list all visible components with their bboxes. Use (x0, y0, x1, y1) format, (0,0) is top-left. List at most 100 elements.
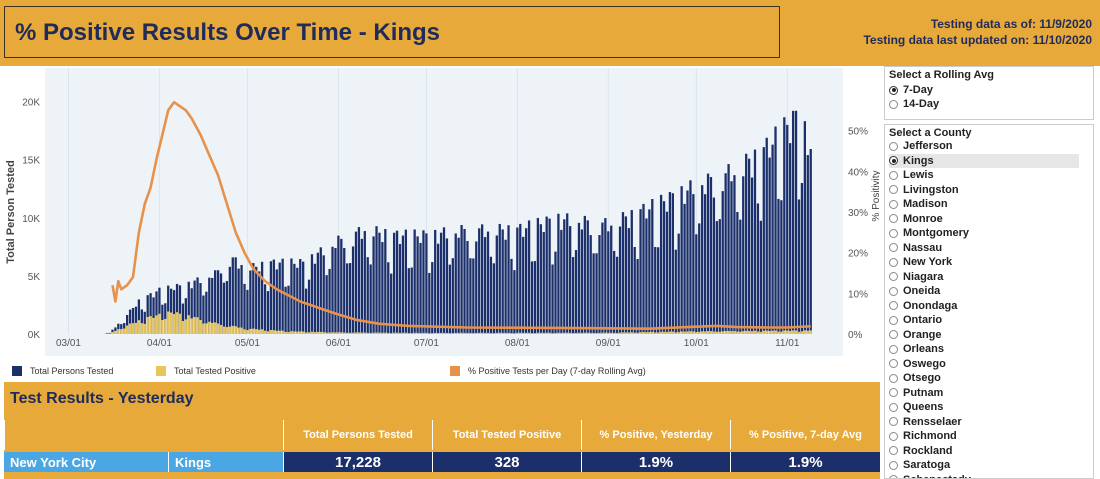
radio-button-icon[interactable] (889, 446, 898, 455)
legend-item-positivity: % Positive Tests per Day (7-day Rolling … (450, 364, 646, 378)
county-option-saratoga[interactable]: Saratoga (889, 458, 1079, 472)
bar-tested (137, 299, 141, 334)
bar-tested (750, 177, 754, 334)
radio-button-icon[interactable] (889, 170, 898, 180)
county-option-orleans[interactable]: Orleans (889, 342, 1079, 356)
bar-tested (219, 273, 223, 334)
bar-positive (730, 331, 733, 334)
radio-button-icon[interactable] (889, 214, 898, 223)
county-option-madison[interactable]: Madison (889, 197, 1079, 211)
bar-positive (780, 331, 783, 334)
bar-tested (454, 233, 457, 334)
bar-tested (525, 228, 528, 334)
bar-tested (216, 270, 220, 334)
bar-tested (621, 212, 625, 334)
radio-button-icon[interactable] (889, 228, 898, 238)
radio-button-icon[interactable] (889, 185, 898, 194)
bar-positive (472, 333, 475, 334)
bar-positive (674, 332, 677, 334)
rolling-option-7-day[interactable]: 7-Day (889, 83, 1079, 97)
radio-button-icon[interactable] (889, 286, 898, 296)
county-option-new-york[interactable]: New York (889, 255, 1079, 269)
county-option-oswego[interactable]: Oswego (889, 357, 1079, 371)
county-option-monroe[interactable]: Monroe (889, 212, 1079, 226)
county-option-livingston[interactable]: Livingston (889, 183, 1079, 197)
county-option-putnam[interactable]: Putnam (889, 386, 1079, 400)
bar-tested (566, 213, 569, 334)
county-option-label: Onondaga (903, 299, 958, 312)
radio-button-icon[interactable] (889, 315, 898, 325)
y2-tick-label: 40% (848, 167, 868, 178)
bar-tested (255, 266, 258, 334)
bar-tested (381, 242, 384, 334)
bar-tested (448, 264, 452, 334)
county-option-rensselaer[interactable]: Rensselaer (889, 415, 1079, 429)
county-option-label: Queens (903, 401, 944, 413)
radio-button-icon[interactable] (889, 272, 898, 281)
county-option-label: Nassau (903, 241, 943, 254)
bar-positive (407, 333, 410, 334)
county-option-onondaga[interactable]: Onondaga (889, 299, 1079, 313)
bar-positive (451, 333, 454, 334)
x-tick-label: 04/01 (147, 338, 172, 349)
bar-tested (307, 279, 311, 334)
bar-positive (128, 323, 132, 334)
bar-tested (375, 226, 378, 334)
bar-tested (334, 248, 337, 334)
radio-button-icon[interactable] (889, 257, 898, 267)
radio-button-icon[interactable] (889, 301, 898, 310)
radio-button-icon[interactable] (889, 344, 898, 354)
bar-tested (671, 193, 674, 334)
county-option-richmond[interactable]: Richmond (889, 429, 1079, 443)
bar-positive (404, 332, 408, 334)
county-option-rockland[interactable]: Rockland (889, 444, 1079, 458)
bar-positive (659, 331, 663, 334)
radio-button-icon[interactable] (889, 156, 898, 165)
radio-button-icon[interactable] (889, 373, 898, 383)
county-option-ontario[interactable]: Ontario (889, 313, 1079, 327)
radio-button-icon[interactable] (889, 460, 898, 470)
radio-button-icon[interactable] (889, 388, 898, 397)
bar-positive (416, 332, 419, 334)
bar-tested (445, 238, 449, 334)
county-option-jefferson[interactable]: Jefferson (889, 139, 1079, 153)
radio-button-icon[interactable] (889, 475, 898, 478)
radio-button-icon[interactable] (889, 417, 898, 426)
bar-tested (128, 309, 132, 334)
bar-positive (249, 328, 252, 334)
legend-swatch-positivity (450, 366, 460, 376)
bar-positive (436, 333, 440, 334)
rolling-option-14-day[interactable]: 14-Day (889, 97, 1079, 111)
y2-tick-label: 30% (848, 208, 868, 219)
county-option-orange[interactable]: Orange (889, 328, 1079, 342)
bar-positive (284, 331, 287, 334)
county-option-nassau[interactable]: Nassau (889, 241, 1079, 255)
radio-button-icon[interactable] (889, 141, 898, 151)
county-option-montgomery[interactable]: Montgomery (889, 226, 1079, 240)
radio-button-icon[interactable] (889, 85, 898, 95)
radio-button-icon[interactable] (889, 359, 898, 368)
county-option-kings[interactable]: Kings (889, 153, 1079, 168)
bar-tested (498, 223, 501, 334)
county-option-schenectady[interactable]: Schenectady (889, 473, 1079, 478)
county-option-niagara[interactable]: Niagara (889, 270, 1079, 284)
bar-tested (258, 271, 261, 334)
radio-button-icon[interactable] (889, 431, 898, 441)
radio-button-icon[interactable] (889, 99, 898, 109)
radio-button-icon[interactable] (889, 199, 898, 209)
bar-tested (492, 263, 496, 334)
radio-button-icon[interactable] (889, 330, 898, 339)
county-option-queens[interactable]: Queens (889, 400, 1079, 414)
x-tick-label: 08/01 (505, 338, 530, 349)
radio-button-icon[interactable] (889, 243, 898, 252)
county-option-oneida[interactable]: Oneida (889, 284, 1079, 298)
bar-positive (281, 330, 284, 334)
y2-tick-label: 20% (848, 249, 868, 260)
bar-positive (199, 319, 202, 334)
bar-tested (172, 290, 176, 334)
bar-tested (569, 226, 572, 334)
bar-positive (170, 312, 173, 334)
county-option-otsego[interactable]: Otsego (889, 371, 1079, 385)
county-option-lewis[interactable]: Lewis (889, 168, 1079, 182)
radio-button-icon[interactable] (889, 402, 898, 412)
